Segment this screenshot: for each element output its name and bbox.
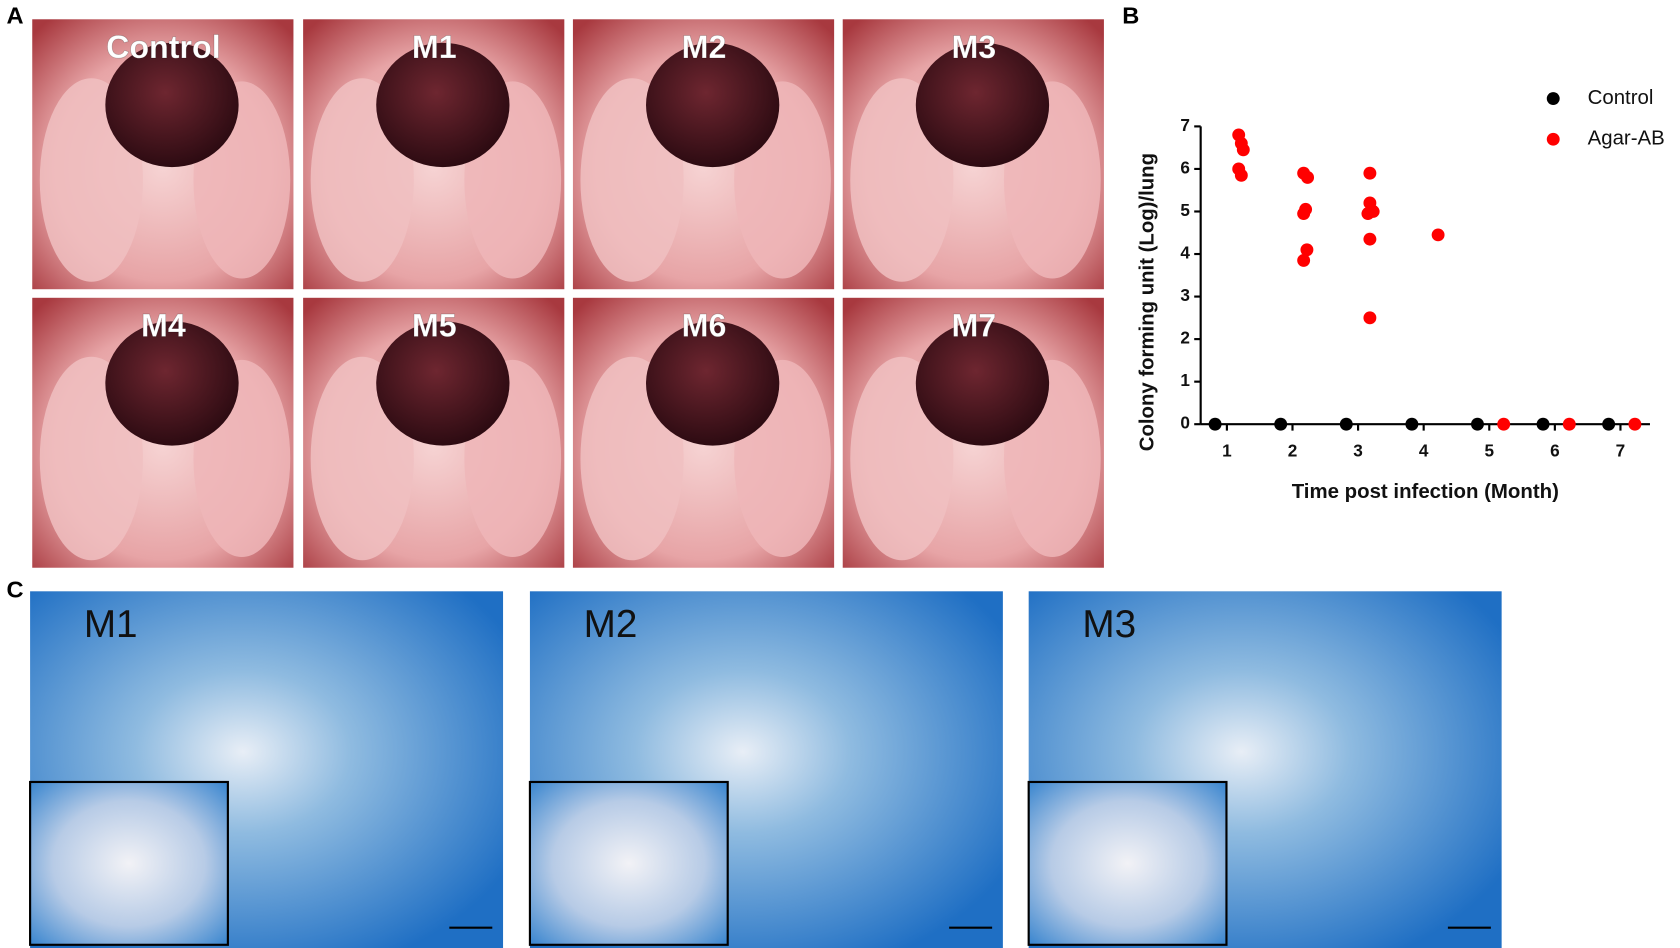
data-point xyxy=(1301,171,1315,184)
legend-label: Agar-AB xyxy=(1588,128,1665,150)
x-tick-label: 7 xyxy=(1616,441,1626,461)
panel-label: C xyxy=(6,578,23,604)
data-point xyxy=(1208,417,1222,431)
y-tick-label: 7 xyxy=(1180,115,1190,135)
legend-marker xyxy=(1546,92,1560,105)
y-tick-label: 6 xyxy=(1180,157,1190,177)
x-axis-title: Time post infection (Month) xyxy=(1292,481,1559,503)
photo-label: M4 xyxy=(141,307,186,343)
y-tick-label: 4 xyxy=(1180,243,1190,263)
heart xyxy=(376,321,510,446)
x-tick-label: 1 xyxy=(1222,441,1232,461)
data-point xyxy=(1363,311,1377,325)
data-point xyxy=(1361,207,1375,221)
y-tick-label: 0 xyxy=(1180,413,1190,433)
x-tick-label: 2 xyxy=(1288,441,1298,461)
data-point xyxy=(1297,253,1311,267)
x-tick-label: 4 xyxy=(1419,441,1429,461)
heart xyxy=(646,321,780,446)
heart xyxy=(376,42,510,168)
legend-marker xyxy=(1546,132,1560,146)
photo-label: Control xyxy=(106,29,221,65)
histology-label: M1 xyxy=(84,603,138,646)
histology-label: M3 xyxy=(1082,603,1136,646)
inset xyxy=(29,780,229,946)
x-tick-label: 3 xyxy=(1353,441,1363,461)
heart xyxy=(646,42,780,168)
data-point xyxy=(1536,417,1550,431)
histology-image: M1 xyxy=(29,591,504,948)
data-point xyxy=(1471,417,1484,431)
panel-label: A xyxy=(6,3,23,29)
data-point xyxy=(1363,232,1377,246)
data-point xyxy=(1300,243,1314,257)
panel-label: B xyxy=(1122,3,1139,29)
photo-label: M3 xyxy=(951,29,996,65)
data-point xyxy=(1236,143,1250,157)
figure-body: A B C Control M1 M2 M3 M4 M5 M6 M7 M1 M2 M3 0 1 2 3 4 5 6 7 1 2… xyxy=(6,3,1665,948)
data-point xyxy=(1274,417,1288,431)
heart xyxy=(105,321,239,446)
photo-label: M2 xyxy=(682,29,727,65)
photo-label: M1 xyxy=(412,29,457,65)
data-point xyxy=(1562,417,1576,431)
data-point xyxy=(1234,168,1248,182)
inset xyxy=(528,780,729,946)
photo: M5 xyxy=(303,297,565,568)
heart xyxy=(915,42,1050,168)
data-point xyxy=(1628,417,1642,431)
y-tick-label: 2 xyxy=(1180,328,1190,348)
histology-image: M3 xyxy=(1027,591,1502,948)
photo-label: M7 xyxy=(951,307,996,343)
x-tick-label: 6 xyxy=(1550,441,1560,461)
histology-label: M2 xyxy=(584,603,638,646)
photo: M4 xyxy=(32,297,294,568)
photo: M2 xyxy=(572,19,835,290)
data-point xyxy=(1497,417,1511,431)
photo: M1 xyxy=(303,19,565,290)
data-point xyxy=(1602,417,1616,431)
data-point xyxy=(1405,417,1419,431)
heart xyxy=(105,42,239,168)
photo: M3 xyxy=(842,19,1104,290)
photo-label: M6 xyxy=(682,307,727,343)
data-point xyxy=(1431,228,1445,242)
photo: M7 xyxy=(842,297,1104,568)
photo: Control xyxy=(32,19,294,290)
heart xyxy=(915,321,1050,446)
y-axis-title: Colony forming unit (Log)/lung xyxy=(1136,153,1158,451)
photo: M6 xyxy=(572,297,835,568)
x-tick-label: 5 xyxy=(1484,441,1494,461)
legend-label: Control xyxy=(1588,87,1654,109)
inset xyxy=(1027,780,1228,946)
data-point xyxy=(1297,207,1311,221)
data-point xyxy=(1363,166,1377,180)
y-tick-label: 1 xyxy=(1180,370,1190,390)
y-tick-label: 3 xyxy=(1180,285,1190,305)
data-point xyxy=(1339,417,1353,431)
histology-image: M2 xyxy=(528,591,1003,948)
y-tick-label: 5 xyxy=(1180,200,1190,220)
photo-label: M5 xyxy=(412,307,457,343)
